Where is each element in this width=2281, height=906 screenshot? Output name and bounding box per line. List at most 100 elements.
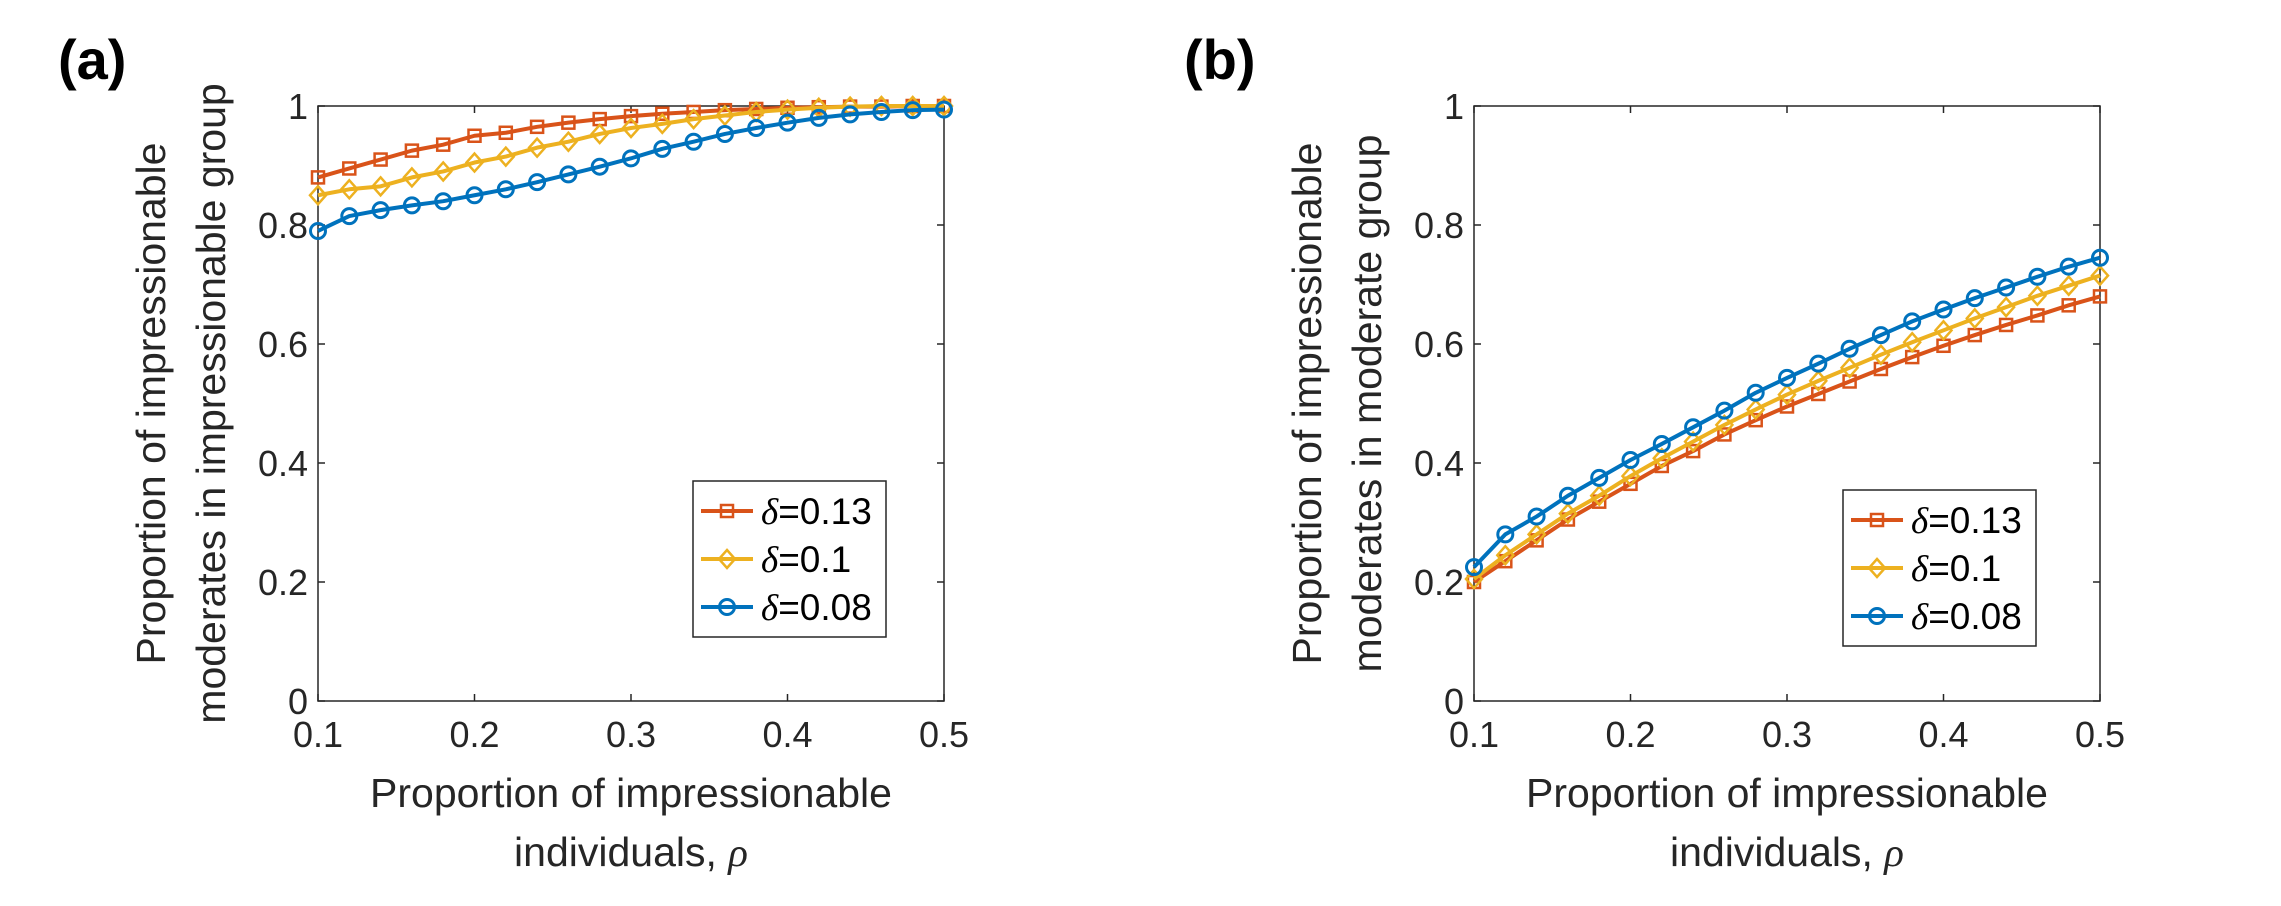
legend: δ=0.13δ=0.1δ=0.08 [692, 480, 887, 638]
legend-symbol: δ [1911, 549, 1929, 590]
data-point [1809, 354, 1828, 373]
legend-item: δ=0.1 [1851, 548, 2001, 590]
panel-label: (a) [58, 28, 126, 91]
data-point [371, 201, 390, 220]
data-point [373, 152, 388, 167]
data-point [1997, 278, 2016, 297]
y-tick-label: 0 [288, 681, 308, 722]
legend-marker [718, 598, 736, 616]
data-point [1714, 414, 1735, 436]
data-point [1590, 468, 1609, 487]
data-point [1685, 443, 1701, 459]
data-point [309, 221, 327, 240]
data-point [623, 108, 639, 124]
legend-item: δ=0.13 [1851, 500, 2022, 542]
data-point [1746, 398, 1766, 421]
data-point [1496, 525, 1515, 544]
data-point [1840, 339, 1859, 358]
data-point [1811, 386, 1826, 402]
data-point [496, 145, 516, 168]
x-tick-label: 0.4 [1918, 714, 1968, 755]
data-point [1965, 307, 1985, 330]
data-point [871, 95, 892, 117]
data-point [935, 100, 953, 119]
data-point [903, 101, 922, 120]
data-point [1933, 319, 1954, 342]
y-tick-label: 0 [1444, 681, 1464, 722]
data-point [1779, 399, 1795, 414]
data-point [370, 175, 391, 198]
data-point [1715, 401, 1734, 420]
series-line [1472, 273, 2101, 581]
data-point [1526, 523, 1547, 546]
y-tick-label: 0.8 [1414, 205, 1464, 246]
data-point [809, 108, 828, 127]
data-point [527, 136, 547, 159]
y-tick-label: 0.6 [258, 324, 308, 365]
y-axis-label-line2: moderates in impressionable group [188, 83, 234, 723]
legend-symbol: δ [761, 492, 779, 533]
legend-label: δ=0.08 [1911, 596, 2022, 638]
x-axis-label-symbol: ρ [726, 829, 748, 875]
data-point [653, 139, 672, 158]
data-point [1746, 383, 1765, 402]
series-circle [309, 100, 953, 240]
data-point [2091, 248, 2109, 267]
data-point [498, 125, 514, 141]
legend-label: δ=0.1 [1911, 548, 2001, 590]
data-point [622, 149, 640, 168]
y-tick-label: 0.2 [258, 562, 308, 603]
data-point [1495, 544, 1515, 567]
data-point [342, 161, 357, 176]
data-point [435, 137, 451, 152]
data-point [652, 112, 672, 135]
y-axis-label-line2: moderates in moderate group [1344, 135, 1390, 673]
data-point [1621, 451, 1640, 470]
legend-marker [1867, 557, 1887, 579]
data-point [2059, 274, 2079, 297]
series-circle [1465, 248, 2109, 577]
data-point [1652, 434, 1671, 453]
data-point [1871, 343, 1891, 366]
data-point [1902, 331, 1922, 354]
data-point [1683, 430, 1703, 453]
data-point [528, 173, 547, 192]
data-point [1527, 507, 1546, 526]
data-point [1558, 486, 1577, 505]
data-point [1778, 368, 1796, 387]
data-point [621, 117, 641, 139]
data-point [1965, 289, 1984, 308]
data-point [715, 104, 735, 127]
series-diamond [1464, 264, 2110, 590]
data-point [655, 106, 670, 121]
data-point [2059, 257, 2078, 276]
legend-value: =0.13 [1928, 500, 2022, 541]
y-tick-label: 1 [288, 86, 308, 127]
legend-value: =0.1 [778, 539, 851, 580]
data-point [777, 98, 798, 121]
data-point [1777, 383, 1797, 406]
legend-marker [717, 548, 737, 570]
data-point [1748, 412, 1763, 428]
data-point [559, 165, 578, 184]
data-point [747, 119, 766, 138]
data-point [841, 105, 860, 124]
legend-item: δ=0.1 [701, 539, 851, 581]
data-point [683, 108, 704, 130]
chart-panel-b: (b) 0.1 0.2 0.3 0.4 0.5 0 0.2 0.4 0.6 0.8 1 Proporti… [1184, 28, 2125, 875]
data-point [558, 130, 579, 153]
data-point [529, 119, 545, 135]
x-tick-label: 0.4 [762, 714, 812, 755]
data-point [433, 160, 453, 183]
series-line [317, 107, 945, 233]
series-line [317, 104, 944, 198]
data-point [1717, 427, 1732, 442]
data-point [340, 207, 359, 226]
data-point [308, 184, 328, 207]
data-point [1871, 326, 1890, 345]
data-point [2092, 289, 2108, 304]
data-point [715, 124, 734, 143]
y-tick-label: 0.4 [1414, 443, 1464, 484]
data-point [1589, 484, 1609, 507]
